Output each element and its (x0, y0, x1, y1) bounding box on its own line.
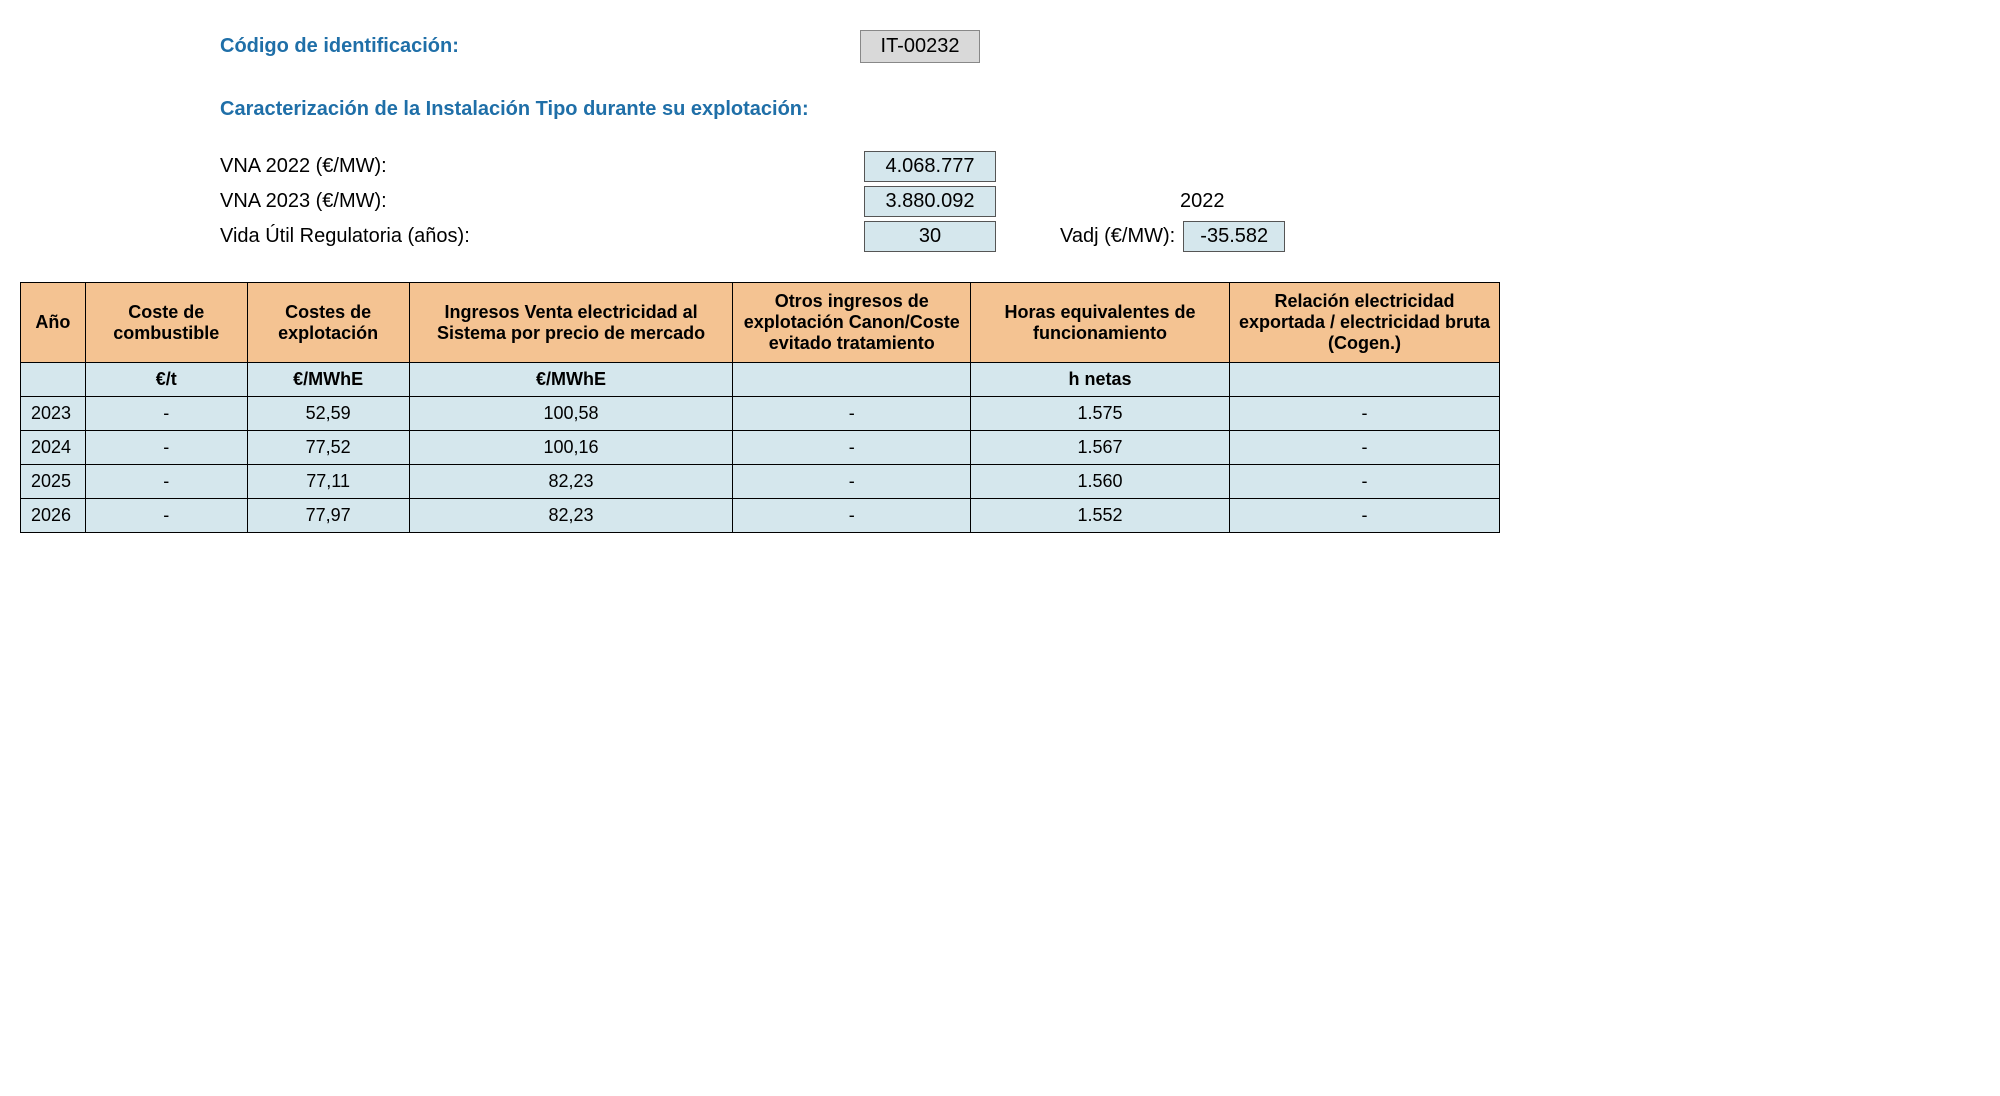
table-header-cell: Horas equivalentes de funcionamiento (970, 283, 1229, 363)
table-cell: - (733, 465, 971, 499)
table-header-cell: Año (21, 283, 86, 363)
table-header-cell: Coste de combustible (85, 283, 247, 363)
table-cell: - (85, 431, 247, 465)
table-cell: 1.575 (970, 397, 1229, 431)
data-table: AñoCoste de combustibleCostes de explota… (20, 282, 1500, 533)
table-header-cell: Otros ingresos de explotación Canon/Cost… (733, 283, 971, 363)
table-cell: 100,58 (409, 397, 733, 431)
table-cell: 2024 (21, 431, 86, 465)
vna2023-label: VNA 2023 (€/MW): (220, 190, 860, 213)
table-units-row: €/t€/MWhE€/MWhEh netas (21, 363, 1500, 397)
table-unit-cell (733, 363, 971, 397)
table-cell: - (85, 499, 247, 533)
table-row: 2025-77,1182,23-1.560- (21, 465, 1500, 499)
table-cell: 77,97 (247, 499, 409, 533)
table-cell: - (733, 397, 971, 431)
vna2023-value: 3.880.092 (864, 186, 996, 217)
table-unit-cell: h netas (970, 363, 1229, 397)
table-cell: 1.560 (970, 465, 1229, 499)
table-cell: 52,59 (247, 397, 409, 431)
table-unit-cell (21, 363, 86, 397)
id-code-box: IT-00232 (860, 30, 980, 63)
table-cell: - (85, 397, 247, 431)
table-cell: 82,23 (409, 465, 733, 499)
table-row: 2023-52,59100,58-1.575- (21, 397, 1500, 431)
table-cell: 2025 (21, 465, 86, 499)
table-cell: 82,23 (409, 499, 733, 533)
year-ref: 2022 (1180, 190, 1225, 213)
table-cell: 100,16 (409, 431, 733, 465)
vna2022-label: VNA 2022 (€/MW): (220, 155, 860, 178)
table-unit-cell: €/MWhE (409, 363, 733, 397)
table-cell: 1.567 (970, 431, 1229, 465)
vida-label: Vida Útil Regulatoria (años): (220, 225, 860, 248)
id-label: Código de identificación: (220, 35, 820, 58)
table-cell: - (85, 465, 247, 499)
vadj-label: Vadj (€/MW): (1060, 225, 1175, 248)
table-header-cell: Relación electricidad exportada / electr… (1230, 283, 1500, 363)
section-title: Caracterización de la Instalación Tipo d… (220, 98, 809, 121)
table-cell: - (1230, 499, 1500, 533)
table-cell: 77,52 (247, 431, 409, 465)
table-cell: - (1230, 465, 1500, 499)
table-row: 2024-77,52100,16-1.567- (21, 431, 1500, 465)
vna2022-value: 4.068.777 (864, 151, 996, 182)
table-cell: - (1230, 431, 1500, 465)
table-cell: 77,11 (247, 465, 409, 499)
table-cell: 1.552 (970, 499, 1229, 533)
table-cell: 2026 (21, 499, 86, 533)
table-header-row: AñoCoste de combustibleCostes de explota… (21, 283, 1500, 363)
table-header-cell: Ingresos Venta electricidad al Sistema p… (409, 283, 733, 363)
table-unit-cell: €/t (85, 363, 247, 397)
table-cell: - (733, 499, 971, 533)
table-cell: - (733, 431, 971, 465)
table-cell: 2023 (21, 397, 86, 431)
table-unit-cell (1230, 363, 1500, 397)
table-cell: - (1230, 397, 1500, 431)
table-unit-cell: €/MWhE (247, 363, 409, 397)
table-row: 2026-77,9782,23-1.552- (21, 499, 1500, 533)
vadj-value: -35.582 (1183, 221, 1285, 252)
table-header-cell: Costes de explotación (247, 283, 409, 363)
vida-value: 30 (864, 221, 996, 252)
